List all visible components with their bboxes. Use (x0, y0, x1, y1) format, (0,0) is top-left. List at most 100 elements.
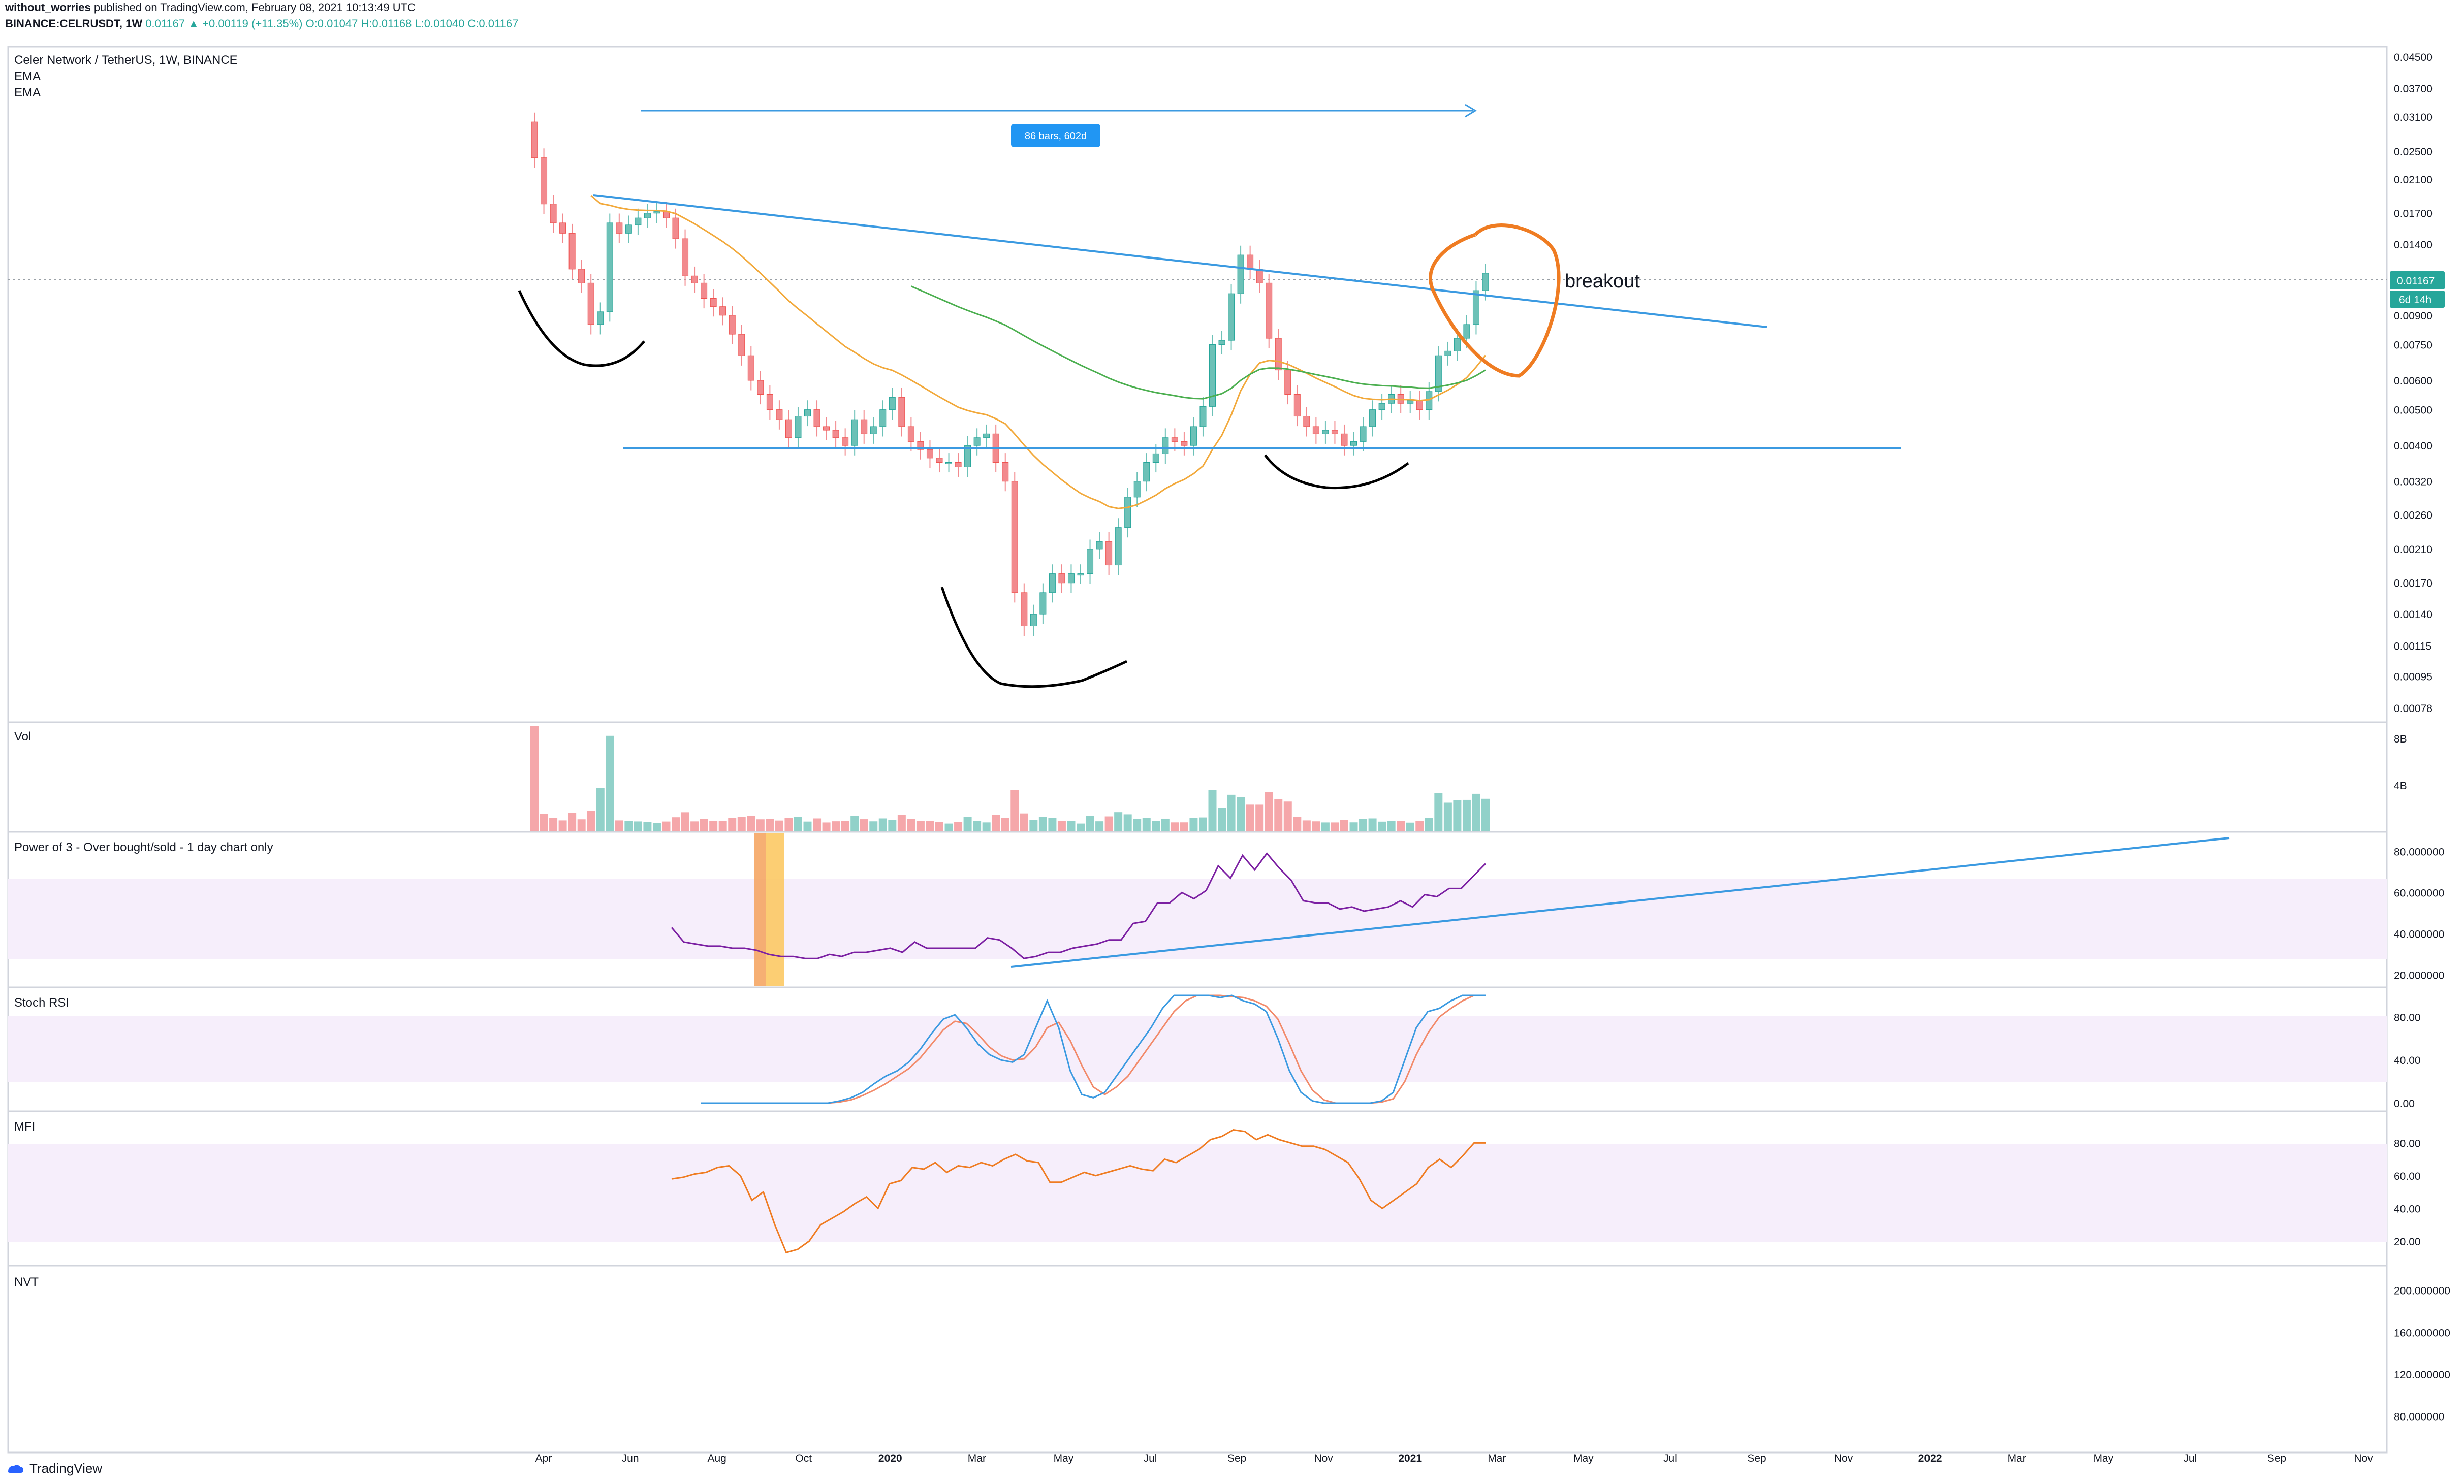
volume-bar (1180, 822, 1188, 831)
candle-body (1378, 403, 1385, 410)
volume-bar (784, 818, 793, 831)
candle-body (635, 217, 642, 225)
ema-fast-line (590, 195, 1487, 509)
volume-bar (822, 822, 831, 831)
candle-body (1369, 409, 1376, 427)
power-title: Power of 3 - Over bought/sold - 1 day ch… (14, 841, 273, 854)
volume-bar (1218, 808, 1226, 831)
volume-bar (766, 819, 774, 831)
stoch-tick-label: 40.00 (2394, 1055, 2421, 1067)
date-tick-label: Nov (1834, 1453, 1853, 1464)
date-tick-label: Jul (2183, 1453, 2197, 1464)
candle-body (1067, 573, 1075, 584)
candle-body (616, 222, 623, 234)
candle-body (738, 334, 745, 356)
candle-body (1416, 400, 1423, 410)
nvt-tick-label: 120.000000 (2394, 1369, 2450, 1381)
candle-body (945, 462, 953, 464)
candle-body (1360, 426, 1367, 442)
price-tick-label: 0.00078 (2394, 703, 2433, 715)
date-tick-label: 2022 (1918, 1453, 1942, 1464)
date-tick-label: Mar (968, 1453, 986, 1464)
mfi-title: MFI (14, 1120, 35, 1134)
author-name[interactable]: without_worries (5, 1, 91, 14)
candle-body (804, 409, 811, 417)
candle-body (973, 437, 981, 446)
volume-bar (747, 816, 755, 831)
candle-body (757, 380, 764, 395)
volume-bar (1302, 820, 1311, 831)
volume-bar (1029, 820, 1038, 831)
volume-bar (973, 821, 982, 831)
downtrend-line (593, 194, 1767, 328)
candle-body (898, 397, 905, 427)
price-tick-label: 0.00260 (2394, 509, 2433, 521)
price-tick-label: 0.00210 (2394, 544, 2433, 556)
price-tick-label: 0.01400 (2394, 239, 2433, 251)
candle-body (1199, 406, 1207, 427)
volume-bar (954, 822, 963, 831)
date-tick-label: Sep (1227, 1453, 1246, 1464)
ema-label-2: EMA (14, 86, 41, 100)
breakout-circle (1429, 223, 1561, 378)
nvt-tick-label: 200.000000 (2394, 1285, 2450, 1297)
candle-body (606, 222, 613, 312)
date-tick-label: Mar (2008, 1453, 2026, 1464)
candle-body (1444, 350, 1451, 356)
volume-bar (1472, 793, 1480, 831)
nvt-title: NVT (14, 1275, 39, 1289)
candle-body (964, 445, 971, 467)
volume-bar (1198, 817, 1207, 831)
volume-bar (878, 818, 887, 831)
candle-body (719, 306, 726, 316)
drawings (518, 104, 2230, 968)
candle-body (983, 433, 990, 438)
price-tick-label: 0.00320 (2394, 476, 2433, 488)
candle-body (1190, 426, 1197, 446)
price-badge-box (2390, 271, 2445, 289)
candle-body (1472, 290, 1479, 325)
volume-bar (1048, 818, 1057, 831)
candle-body (879, 409, 887, 427)
volume-bar (1104, 816, 1113, 831)
candle-body (1266, 282, 1273, 339)
mfi-line (671, 1129, 1486, 1254)
date-tick-label: May (1054, 1453, 1074, 1464)
volume-bar (558, 820, 567, 831)
volume-bar (709, 821, 718, 831)
volume-bar (1434, 793, 1443, 831)
volume-bar (1283, 801, 1292, 831)
volume-bar (700, 819, 708, 831)
price-tick-label: 0.00140 (2394, 609, 2433, 621)
power-line (671, 852, 1487, 959)
date-tick-label: Apr (535, 1453, 552, 1464)
candle-body (1407, 400, 1414, 404)
candle-body (1463, 324, 1470, 339)
volume-bar (530, 726, 539, 831)
candle-body (1293, 394, 1301, 417)
stoch-title: Stoch RSI (14, 996, 69, 1010)
price-tick-label: 0.03700 (2394, 83, 2433, 95)
volume-bar (643, 822, 652, 831)
volume-bar (1133, 819, 1142, 831)
power-tick-label: 20.000000 (2394, 970, 2444, 982)
candle-body (1209, 344, 1216, 407)
price-tick-label: 0.00115 (2394, 640, 2431, 652)
volume-bar (718, 821, 727, 831)
price-tick-label: 0.01700 (2394, 208, 2433, 220)
vol-tick-label: 8B (2394, 733, 2407, 745)
footer-brand[interactable]: TradingView (6, 1461, 102, 1476)
volume-bar (775, 820, 783, 831)
candle-body (1039, 592, 1047, 615)
candle-body (587, 282, 594, 325)
volume-bar (1057, 821, 1066, 831)
price-tick-label: 0.03100 (2394, 112, 2433, 123)
candle-body (795, 416, 802, 438)
date-tick-label: Aug (707, 1453, 726, 1464)
price-tick-label: 0.00900 (2394, 310, 2433, 322)
stoch-tick-label: 80.00 (2394, 1012, 2421, 1023)
symbol-name[interactable]: BINANCE:CELRUSDT, 1W (5, 17, 143, 30)
time-badge-box (2390, 291, 2445, 308)
date-tick-label: May (1573, 1453, 1594, 1464)
